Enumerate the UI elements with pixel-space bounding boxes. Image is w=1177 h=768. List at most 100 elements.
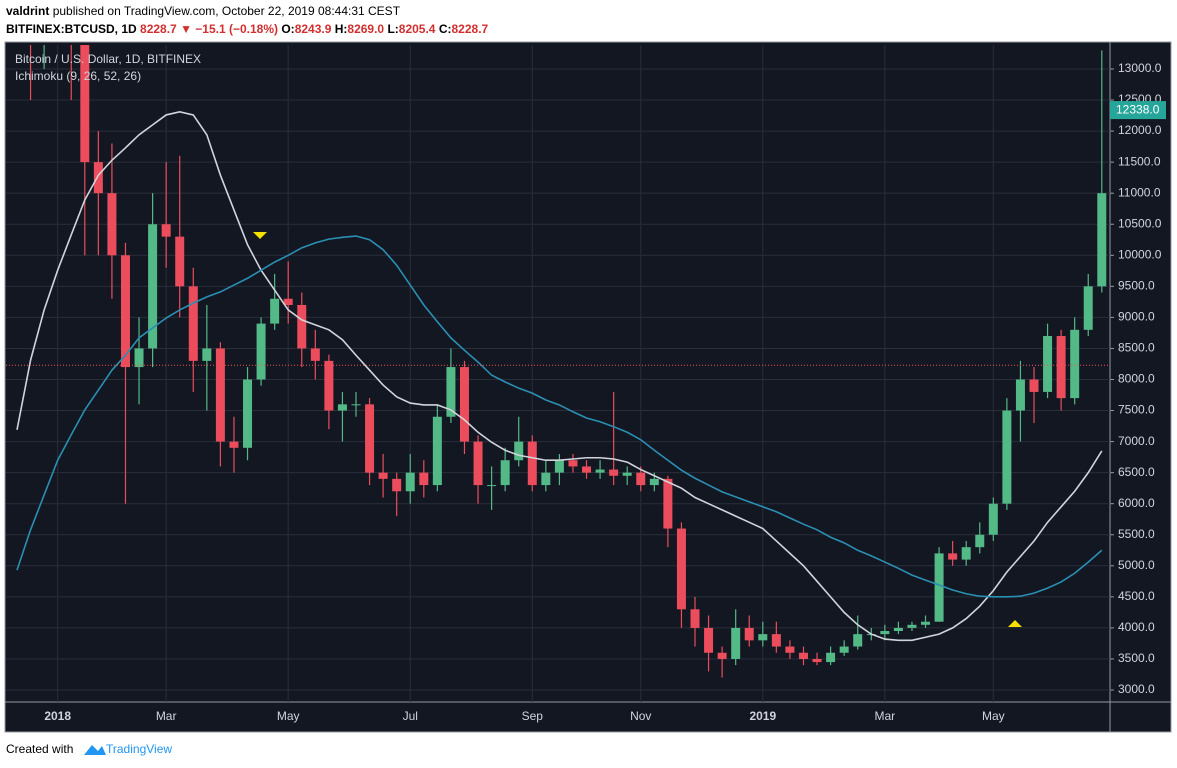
candle-body	[1029, 379, 1039, 392]
candle-body	[446, 367, 456, 417]
candle-body	[120, 255, 130, 368]
candle-body	[351, 404, 361, 406]
ohlc-label: L:	[387, 22, 398, 36]
moving-average	[16, 111, 1103, 642]
candle-body	[717, 652, 727, 659]
y-tick-label: 4500.0	[1118, 589, 1155, 603]
y-tick-label: 8000.0	[1118, 372, 1155, 386]
y-tick-label: 6500.0	[1118, 465, 1155, 479]
candle-body	[880, 631, 890, 635]
candle-body	[324, 360, 334, 411]
candle-body	[934, 553, 944, 622]
candle-body	[1015, 379, 1025, 411]
candle-body	[649, 478, 659, 486]
ohlc-value: 8243.9	[295, 22, 332, 36]
candle-body	[283, 298, 293, 305]
x-tick-label: Nov	[630, 709, 651, 723]
change: ▼ −15.1 (−0.18%)	[180, 22, 278, 36]
y-tick-label: 13000.0	[1118, 61, 1162, 75]
candle-body	[812, 658, 822, 663]
y-tick-label: 9500.0	[1118, 279, 1155, 293]
y-tick-label: 5000.0	[1118, 558, 1155, 572]
x-tick-label: Mar	[156, 709, 177, 723]
chart-frame	[4, 41, 1172, 733]
x-tick-label: Sep	[522, 709, 544, 723]
last-price-box	[1110, 101, 1166, 120]
candle-body	[609, 469, 619, 476]
candle-body	[337, 404, 347, 411]
plot	[6, 45, 1110, 678]
candle-body	[405, 472, 415, 492]
candle-body	[514, 441, 524, 461]
y-tick-label: 9000.0	[1118, 310, 1155, 324]
x-tick-label: May	[277, 709, 300, 723]
candle-body	[1070, 329, 1080, 399]
x-tick-label: 2019	[749, 709, 776, 723]
candle-body	[310, 348, 320, 361]
candle-body	[134, 348, 144, 368]
sell-marker	[253, 232, 267, 239]
candle-body	[948, 553, 958, 560]
x-tick-label: May	[982, 709, 1005, 723]
ohlc-value: 8269.0	[347, 22, 384, 36]
candle-body	[80, 45, 90, 163]
candle-body	[839, 646, 849, 653]
candle-body	[500, 460, 510, 486]
candle-body	[202, 348, 212, 361]
candle-body	[419, 472, 429, 486]
candle-body	[582, 466, 592, 473]
candle-body	[243, 379, 253, 448]
candle-body	[690, 609, 700, 628]
y-tick-label: 12000.0	[1118, 123, 1162, 137]
candle-body	[161, 224, 171, 237]
footer-brand: TradingView	[106, 742, 172, 756]
candle-body	[785, 646, 795, 653]
candle-body	[961, 547, 971, 560]
candle-body	[826, 652, 836, 663]
header-line: valdrint published on TradingView.com, O…	[6, 4, 401, 18]
candle-body	[1002, 410, 1012, 504]
ohlc-label: C:	[439, 22, 452, 36]
candle-body	[175, 236, 185, 287]
buy-marker	[1008, 620, 1022, 627]
candle-body	[270, 298, 280, 324]
candle-body	[771, 634, 781, 647]
y-tick-label: 8500.0	[1118, 341, 1155, 355]
candle-body	[487, 485, 497, 487]
candle-body	[256, 323, 266, 380]
x-tick-label: 2018	[44, 709, 71, 723]
candle-body	[731, 627, 741, 659]
moving-average	[16, 235, 1103, 598]
candle-body	[988, 503, 998, 535]
candle-body	[215, 348, 225, 442]
candle-body	[459, 367, 469, 442]
candle-body	[595, 469, 605, 473]
x-tick-label: Mar	[875, 709, 896, 723]
candle-body	[93, 162, 103, 194]
published: published on TradingView.com, October 22…	[53, 4, 401, 18]
grid	[6, 45, 1110, 702]
logo	[84, 745, 106, 755]
y-tick-label: 4000.0	[1118, 620, 1155, 634]
candle-body	[568, 460, 578, 467]
legend-indicator: Ichimoku (9, 26, 52, 26)	[15, 69, 141, 83]
footer-created: Created with	[6, 742, 73, 756]
last-price-label: 12338.0	[1116, 102, 1160, 116]
candle-body	[392, 478, 402, 492]
candle-body	[975, 534, 985, 548]
candle-body	[758, 634, 768, 641]
candle-body	[378, 472, 388, 479]
ohlc-label: H:	[335, 22, 348, 36]
axes: 3000.0 3500.0 4000.0 4500.0 5000.0 5500.0 6000…	[44, 61, 1166, 723]
price: 8228.7	[140, 22, 177, 36]
candle-body	[229, 441, 239, 448]
candle-body	[432, 416, 442, 486]
author: valdrint	[6, 4, 49, 18]
y-tick-label: 3500.0	[1118, 651, 1155, 665]
candle-body	[1097, 193, 1107, 287]
ohlc-value: 8205.4	[399, 22, 436, 36]
candle-body	[473, 441, 483, 486]
candle-body	[1043, 336, 1053, 392]
y-tick-label: 3000.0	[1118, 682, 1155, 696]
candle-body	[921, 621, 931, 625]
